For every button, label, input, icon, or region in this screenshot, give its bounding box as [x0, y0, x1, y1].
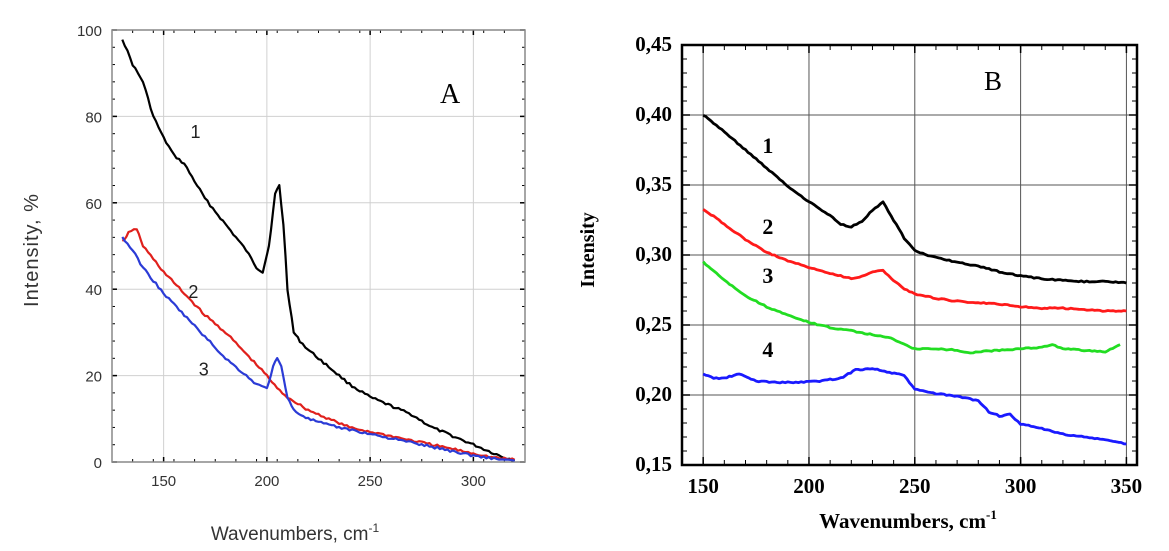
series-line-1	[121, 39, 515, 462]
y-tick-label: 0,15	[635, 452, 672, 476]
x-tick-label: 150	[151, 473, 176, 490]
curve-label: 1	[190, 122, 200, 142]
y-tick-label: 100	[77, 23, 102, 40]
chart-panel-b: 0,150,200,250,300,350,400,45 150 200 250 30…	[577, 32, 1142, 533]
series-line-3	[121, 236, 515, 462]
chart-panel-a: 0 20 40 60 80 100 150 200 250 300 1 2 3 A Wavenumb…	[21, 23, 526, 545]
annotations-a: 1 2 3	[188, 122, 208, 380]
y-tick-label: 80	[85, 109, 102, 126]
panel-label-a: A	[440, 79, 461, 110]
x-axis-label-b-text: Wavenumbers, cm	[819, 509, 986, 533]
series-line-4	[702, 367, 1127, 446]
x-axis-label-b: Wavenumbers, cm-1	[819, 507, 997, 533]
panel-label-b: B	[984, 66, 1002, 96]
y-tick-labels-a: 0 20 40 60 80 100	[77, 23, 102, 472]
series-line-1	[702, 114, 1127, 285]
plot-area-a	[112, 30, 525, 462]
y-tick-label: 60	[85, 196, 102, 213]
series-line-2	[121, 228, 516, 461]
x-tick-label: 250	[358, 473, 383, 490]
x-axis-label-b-sup: -1	[986, 507, 997, 522]
x-axis-label-a-text: Wavenumbers, cm	[211, 524, 369, 545]
curve-label: 3	[199, 360, 209, 380]
series-group-a	[121, 39, 516, 462]
annotations-b: 1 2 3 4	[762, 133, 773, 362]
y-tick-label: 40	[85, 282, 102, 299]
y-tick-label: 20	[85, 369, 102, 386]
curve-label: 2	[188, 282, 198, 302]
y-axis-label-a: Intensity, %	[21, 193, 43, 307]
x-tick-labels-a: 150 200 250 300	[151, 473, 486, 490]
y-tick-label: 0,45	[635, 32, 672, 56]
curve-label: 2	[762, 214, 773, 239]
x-tick-label: 300	[461, 473, 486, 490]
x-tick-label: 250	[899, 474, 931, 498]
series-line-3	[702, 260, 1121, 355]
x-tick-labels-b: 150 200 250 300 350	[687, 474, 1142, 498]
x-axis-label-a-sup: -1	[369, 521, 380, 535]
series-group-b	[702, 114, 1127, 446]
y-tick-label: 0,35	[635, 172, 672, 196]
y-tick-label: 0,25	[635, 312, 672, 336]
curve-label: 3	[762, 263, 773, 288]
x-tick-label: 200	[793, 474, 825, 498]
curve-label: 1	[762, 133, 773, 158]
y-tick-label: 0,40	[635, 102, 672, 126]
x-axis-label-a: Wavenumbers, cm-1	[211, 521, 380, 545]
y-tick-label: 0,20	[635, 382, 672, 406]
x-tick-label: 200	[254, 473, 279, 490]
x-tick-label: 350	[1111, 474, 1143, 498]
x-tick-label: 300	[1005, 474, 1037, 498]
series-line-2	[702, 208, 1127, 313]
plot-frame-a	[111, 29, 526, 463]
y-tick-label: 0,30	[635, 242, 672, 266]
x-tick-label: 150	[687, 474, 719, 498]
y-axis-label-b: Intensity	[577, 212, 599, 288]
plot-frame-b	[680, 43, 1139, 467]
curve-label: 4	[762, 337, 773, 362]
y-tick-labels-b: 0,15 0,20 0,25 0,30 0,35 0,40 0,45	[635, 32, 672, 476]
y-tick-label: 0	[94, 455, 102, 472]
